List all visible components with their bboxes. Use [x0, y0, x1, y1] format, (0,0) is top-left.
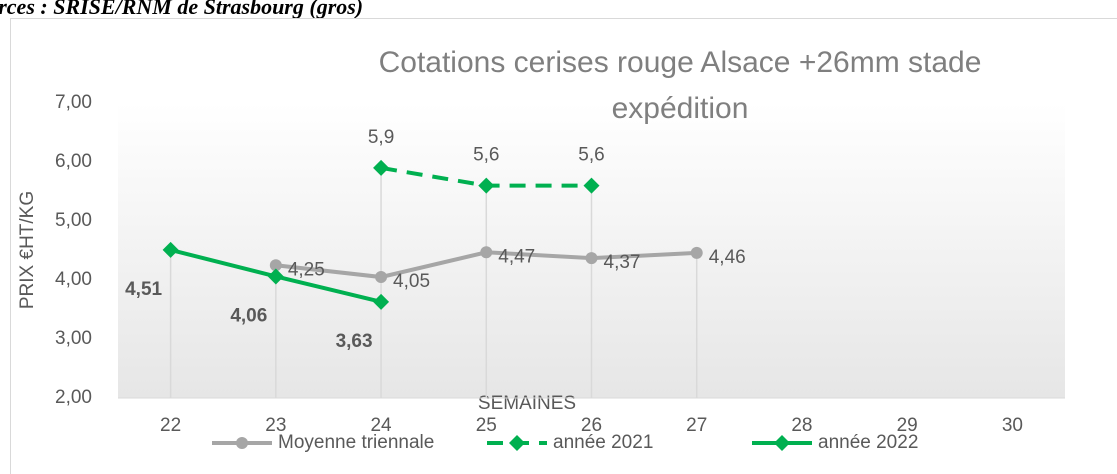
data-label: 5,6: [578, 145, 604, 166]
data-label: 4,47: [498, 246, 535, 267]
y-tick-label: 5,00: [55, 210, 92, 231]
y-tick-label: 4,00: [55, 269, 92, 290]
y-tick-label: 2,00: [55, 387, 92, 408]
data-label: 4,46: [709, 247, 746, 268]
x-tick-label: 22: [160, 415, 181, 436]
data-point: [690, 246, 703, 259]
data-point: [478, 177, 495, 194]
x-tick-label: 25: [476, 415, 497, 436]
legend-marker: [774, 435, 790, 451]
x-tick-label: 30: [1002, 415, 1023, 436]
x-tick-label: 27: [686, 415, 707, 436]
x-tick-label: 28: [791, 415, 812, 436]
legend-marker: [509, 435, 525, 451]
y-axis-label: PRIX €HT/KG: [17, 191, 38, 309]
y-tick-label: 3,00: [55, 328, 92, 349]
data-label: 5,6: [473, 145, 499, 166]
data-point: [373, 293, 390, 310]
x-axis-label: SEMAINES: [478, 393, 576, 414]
data-point: [269, 259, 282, 272]
data-label: 4,25: [288, 259, 325, 280]
data-label: 3,63: [336, 331, 373, 352]
legend-marker: [236, 437, 248, 449]
x-tick-label: 26: [581, 415, 602, 436]
x-tick-label: 23: [265, 415, 286, 436]
data-point: [162, 241, 179, 258]
data-label: 4,51: [125, 279, 162, 300]
data-point: [373, 159, 390, 176]
data-point: [375, 271, 388, 284]
legend-label: année 2022: [818, 432, 918, 453]
y-tick-label: 7,00: [55, 92, 92, 113]
data-label: 4,06: [230, 305, 267, 326]
data-point: [480, 246, 493, 259]
data-label: 4,37: [604, 252, 641, 273]
source-note: urces : SRISE/RNM de Strasbourg (gros): [0, 0, 364, 19]
data-point: [583, 177, 600, 194]
chart-title: Cotations cerises rouge Alsace +26mm sta…: [378, 46, 982, 125]
data-label: 5,9: [368, 127, 394, 148]
y-tick-label: 6,00: [55, 151, 92, 172]
legend-label: Moyenne triennale: [278, 432, 434, 453]
data-label: 4,05: [393, 271, 430, 292]
legend-label: année 2021: [553, 432, 653, 453]
data-point: [267, 268, 284, 285]
x-tick-label: 29: [897, 415, 918, 436]
data-point: [585, 252, 598, 265]
x-tick-label: 24: [370, 415, 392, 436]
